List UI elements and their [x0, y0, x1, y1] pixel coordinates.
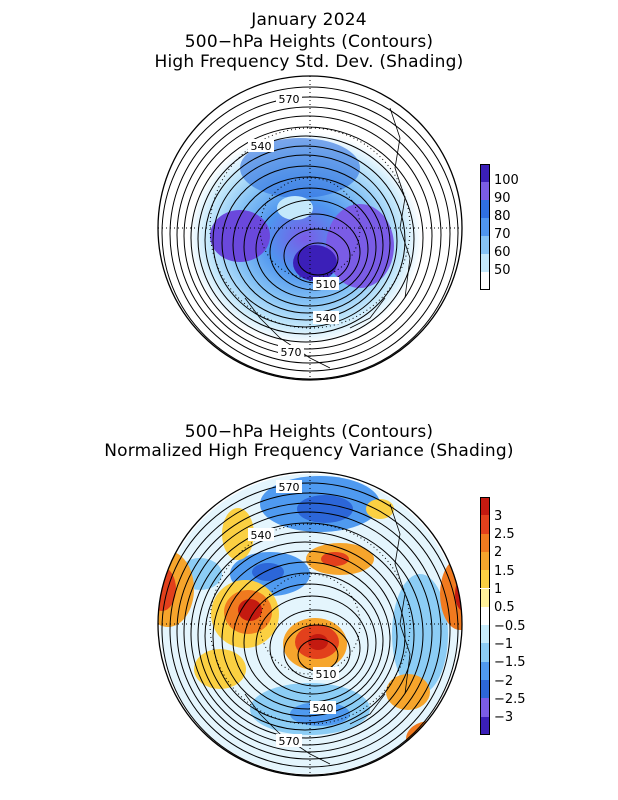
top-shading-ring — [175, 120, 435, 356]
top-colorbar-label: 60 — [494, 245, 511, 260]
bottom-colorbar-label: −3 — [494, 710, 514, 725]
top-colorbar-swatch — [480, 164, 490, 182]
bottom-colorbar-label: 2.5 — [494, 527, 515, 542]
top-shading-core-center — [293, 245, 337, 281]
bottom-label-570-south: 570 — [279, 735, 300, 748]
top-colorbar-swatch — [480, 182, 490, 200]
top-contour-labels: 570 540 510 540 570 — [248, 92, 339, 359]
bottom-contour-labels: 570 540 510 540 570 — [248, 480, 339, 748]
top-colorbar-label: 80 — [494, 209, 511, 224]
top-colorbar-swatch — [480, 200, 490, 218]
bottom-label-570-north: 570 — [279, 481, 300, 494]
bottom-colorbar — [480, 497, 490, 735]
bottom-colorbar-swatch — [480, 625, 490, 644]
top-label-540-north: 540 — [251, 140, 272, 153]
bottom-colorbar-label: −2.5 — [494, 692, 526, 707]
top-colorbar-label: 50 — [494, 263, 511, 278]
top-polar-map: 570 540 510 540 570 — [157, 75, 463, 381]
bottom-colorbar-swatch — [480, 716, 490, 735]
top-colorbar-label: 70 — [494, 227, 511, 242]
top-colorbar — [480, 164, 490, 290]
bottom-label-540-south: 540 — [313, 702, 334, 715]
bottom-shading-warm-north — [366, 499, 394, 519]
bottom-label-540-north: 540 — [251, 529, 272, 542]
bottom-colorbar-swatch — [480, 497, 490, 516]
bottom-shading-warm-center-core — [308, 634, 328, 650]
bottom-map-border — [157, 471, 463, 777]
bottom-shading-warm-south — [406, 721, 454, 757]
top-label-510: 510 — [316, 278, 337, 291]
bottom-colorbar-swatch — [480, 661, 490, 680]
bottom-colorbar-label: 1.5 — [494, 564, 515, 579]
bottom-colorbar-swatch — [480, 551, 490, 571]
top-graticule — [158, 76, 462, 380]
top-colorbar-swatch — [480, 272, 490, 290]
bottom-label-510: 510 — [316, 668, 337, 681]
bottom-colorbar-label: −1.5 — [494, 655, 526, 670]
bottom-shading-warm-southeast — [386, 674, 430, 710]
bottom-colorbar-label: −1 — [494, 637, 514, 652]
bottom-title-line2: Normalized High Frequency Variance (Shad… — [104, 441, 514, 461]
bottom-colorbar-label: 0.5 — [494, 600, 515, 615]
top-colorbar-swatch — [480, 218, 490, 236]
top-colorbar-swatch — [480, 236, 490, 254]
bottom-colorbar-swatch — [480, 533, 490, 552]
bottom-height-contours — [161, 482, 459, 776]
top-title-line2: 500−hPa Heights (Contours) — [184, 32, 434, 52]
bottom-shading-warm-north-west — [222, 508, 254, 560]
top-title-line1: January 2024 — [251, 10, 367, 30]
bottom-colorbar-swatch — [480, 570, 490, 589]
bottom-title-line1: 500−hPa Heights (Contours) — [184, 422, 434, 442]
top-map-border — [157, 75, 463, 381]
bottom-colorbar-label: 1 — [494, 582, 503, 597]
bottom-colorbar-label: −2 — [494, 674, 514, 689]
bottom-colorbar-swatch — [480, 515, 490, 534]
bottom-shading-blue-north-inner — [297, 495, 353, 523]
bottom-colorbar-label: 2 — [494, 545, 503, 560]
bottom-shading-blue-ring-east — [392, 574, 448, 694]
top-title-line3: High Frequency Std. Dev. (Shading) — [154, 52, 464, 72]
bottom-colorbar-swatch — [480, 698, 490, 717]
top-colorbar-label: 100 — [494, 173, 519, 188]
top-shading-north — [240, 138, 360, 198]
top-coastlines — [244, 107, 411, 369]
bottom-graticule — [158, 472, 462, 776]
bottom-polar-map: 570 540 510 540 570 — [157, 471, 463, 777]
top-label-570-south: 570 — [281, 346, 302, 359]
bottom-colorbar-label: −0.5 — [494, 619, 526, 634]
bottom-colorbar-swatch — [480, 606, 490, 626]
bottom-shading-warm-northeast-core — [321, 552, 349, 566]
top-label-540-south: 540 — [316, 312, 337, 325]
bottom-colorbar-swatch — [480, 588, 490, 607]
top-label-570-north: 570 — [279, 93, 300, 106]
bottom-colorbar-swatch — [480, 643, 490, 662]
bottom-colorbar-swatch — [480, 680, 490, 699]
bottom-colorbar-label: 3 — [494, 509, 503, 524]
top-colorbar-swatch — [480, 254, 490, 272]
top-colorbar-label: 90 — [494, 191, 511, 206]
top-shading-pale — [277, 196, 313, 220]
